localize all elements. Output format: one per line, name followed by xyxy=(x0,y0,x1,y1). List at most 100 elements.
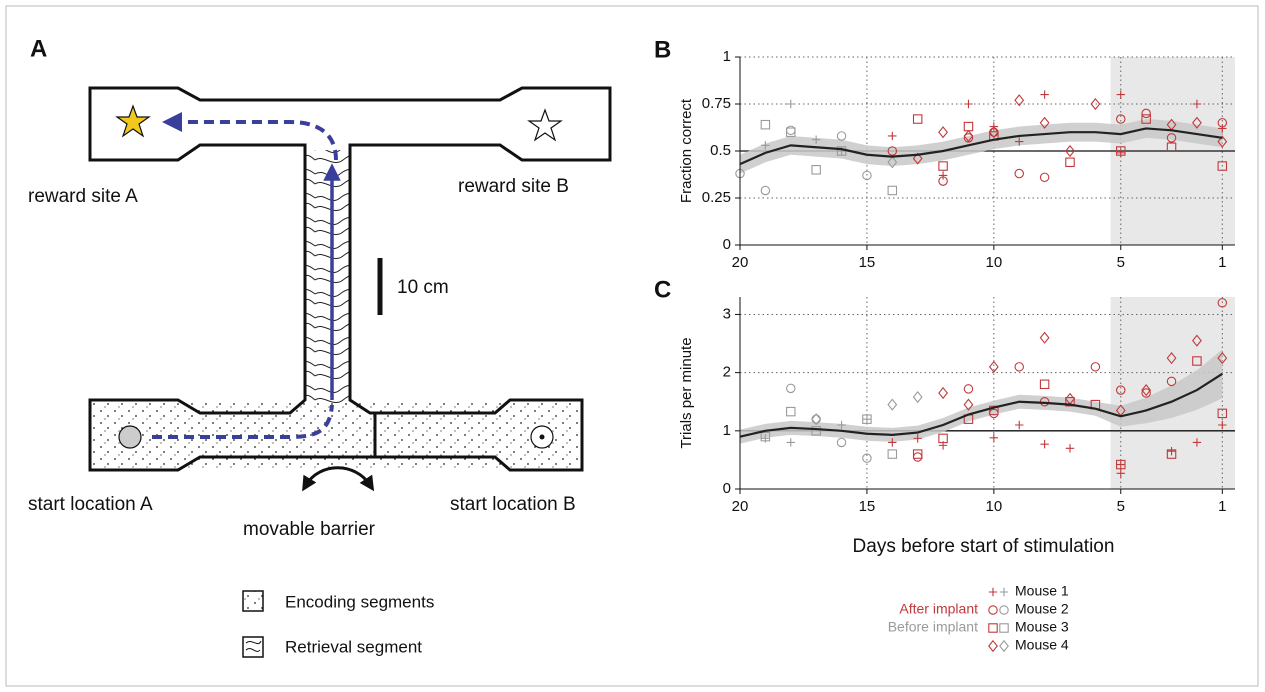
point xyxy=(1090,362,1101,372)
point xyxy=(1141,114,1151,124)
point xyxy=(786,406,796,417)
panel-label: B xyxy=(654,36,671,63)
x-tick-label: 5 xyxy=(1117,498,1125,515)
point xyxy=(1040,440,1049,449)
x-axis-label: Days before start of stimulation xyxy=(853,536,1115,557)
point xyxy=(1217,352,1228,365)
point xyxy=(1116,385,1126,395)
point xyxy=(1166,133,1177,143)
panel-label: C xyxy=(654,276,671,303)
point xyxy=(786,99,795,109)
point xyxy=(1141,108,1151,119)
diagram-label: reward site A xyxy=(28,186,138,207)
mean-line xyxy=(739,372,1223,438)
point xyxy=(1116,459,1126,470)
point xyxy=(862,453,872,463)
point xyxy=(786,438,795,447)
x-tick-label: 1 xyxy=(1218,254,1226,271)
y-axis-label: Trials per minute xyxy=(678,337,695,448)
point xyxy=(786,383,796,394)
x-tick-label: 15 xyxy=(859,498,876,515)
point xyxy=(1192,438,1202,447)
y-tick-label: 0.75 xyxy=(702,95,731,112)
point xyxy=(963,129,974,143)
x-tick-label: 5 xyxy=(1117,254,1125,271)
point xyxy=(1065,157,1075,168)
point xyxy=(999,623,1009,633)
point xyxy=(989,405,999,416)
y-tick-label: 2 xyxy=(723,364,731,381)
point xyxy=(999,587,1009,597)
legend-label: Mouse 4 xyxy=(1015,637,1069,653)
point xyxy=(786,127,796,137)
point xyxy=(988,623,998,633)
x-tick-label: 10 xyxy=(986,498,1003,515)
point xyxy=(938,161,948,171)
point xyxy=(1116,469,1125,478)
point xyxy=(1090,97,1101,111)
point xyxy=(888,438,897,447)
key-label: Retrieval segment xyxy=(285,637,422,656)
point xyxy=(963,121,974,132)
point xyxy=(999,639,1009,653)
point xyxy=(1065,444,1075,453)
y-axis-label: Fraction correct xyxy=(678,98,695,203)
key-label: Encoding segments xyxy=(285,592,434,611)
point xyxy=(887,185,898,196)
point xyxy=(1192,116,1202,129)
point xyxy=(938,126,948,139)
point xyxy=(1014,362,1024,372)
point xyxy=(1166,449,1177,459)
point xyxy=(1116,90,1125,99)
y-tick-label: 0.25 xyxy=(702,189,731,206)
diagram-label: movable barrier xyxy=(243,519,376,540)
legend-label: Mouse 2 xyxy=(1015,601,1069,617)
point xyxy=(989,433,999,442)
point xyxy=(912,452,923,462)
point xyxy=(1217,298,1228,308)
point xyxy=(862,414,872,424)
point xyxy=(887,398,898,411)
point xyxy=(1166,352,1177,365)
point xyxy=(1039,116,1050,129)
panel-label: A xyxy=(30,35,47,62)
point xyxy=(1116,460,1125,469)
legend-group: After implant xyxy=(899,601,978,617)
x-tick-label: 15 xyxy=(859,254,876,271)
point xyxy=(963,398,974,411)
point xyxy=(988,126,999,139)
point xyxy=(938,171,948,180)
point xyxy=(837,420,846,430)
point xyxy=(988,360,999,373)
point xyxy=(1217,135,1228,148)
point xyxy=(1039,172,1050,183)
point xyxy=(786,125,796,136)
point xyxy=(1192,334,1202,347)
point xyxy=(1192,99,1202,109)
point xyxy=(1065,144,1075,158)
legend-group: Before implant xyxy=(888,619,978,635)
point xyxy=(887,449,898,459)
point xyxy=(1015,420,1024,430)
point xyxy=(988,587,998,597)
point xyxy=(1166,142,1177,152)
y-tick-label: 0 xyxy=(723,480,731,497)
point xyxy=(938,176,948,186)
point xyxy=(912,449,923,459)
point xyxy=(1218,420,1227,430)
point xyxy=(811,426,821,436)
point xyxy=(1014,94,1025,107)
point xyxy=(1217,408,1228,419)
point xyxy=(1218,124,1227,133)
point xyxy=(913,434,922,443)
x-tick-label: 1 xyxy=(1218,498,1226,515)
y-tick-label: 0.5 xyxy=(710,142,731,159)
x-tick-label: 10 xyxy=(986,254,1003,271)
point xyxy=(1039,331,1050,344)
legend-label: Mouse 1 xyxy=(1015,583,1069,599)
point xyxy=(1141,388,1151,398)
point xyxy=(862,170,872,181)
point xyxy=(887,146,898,156)
point xyxy=(1217,118,1228,128)
